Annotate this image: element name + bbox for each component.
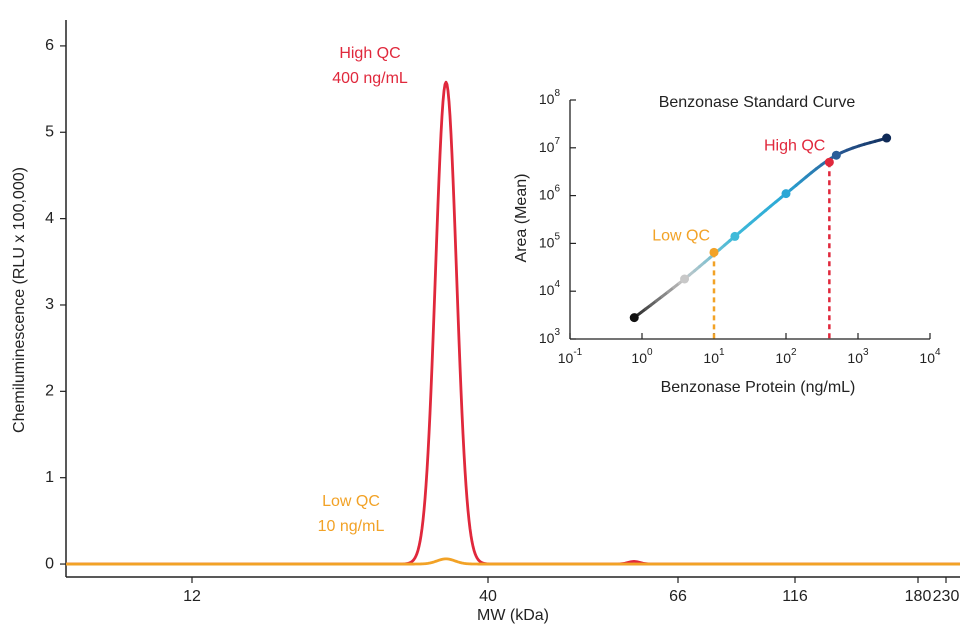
annotation-low-qc: Low QC <box>322 493 380 510</box>
inset-y-tick-label: 107 <box>539 135 561 154</box>
tick-exponent: 4 <box>935 347 941 358</box>
y-tick-label: 6 <box>45 37 54 54</box>
calibrator-point <box>831 150 841 160</box>
y-tick-label: 5 <box>45 123 54 140</box>
calibrator-point <box>882 133 892 143</box>
calibrator-point <box>629 313 639 323</box>
annotation-high-qc-conc: 400 ng/mL <box>332 70 408 87</box>
inset-y-tick-label: 106 <box>539 183 561 202</box>
qc-point <box>824 157 834 167</box>
tick-base: 10 <box>631 350 647 366</box>
series-low-qc-line <box>65 557 961 566</box>
inset-x-tick-label: 103 <box>847 347 869 366</box>
tick-exponent: 5 <box>554 231 560 242</box>
x-tick-label: 66 <box>669 588 687 605</box>
inset-y-tick-label: 104 <box>539 279 561 298</box>
inset-x-tick-label: 100 <box>631 347 653 366</box>
inset-background <box>508 88 948 406</box>
tick-base: 10 <box>539 139 555 155</box>
tick-base: 10 <box>558 350 574 366</box>
tick-base: 10 <box>539 91 555 107</box>
tick-exponent: 7 <box>554 135 560 146</box>
tick-exponent: 8 <box>554 88 560 99</box>
tick-base: 10 <box>539 330 555 346</box>
inset-x-tick-label: 101 <box>703 347 725 366</box>
tick-exponent: 0 <box>647 347 653 358</box>
qc-point <box>709 247 719 257</box>
inset-x-tick-label: 104 <box>919 347 941 366</box>
tick-base: 10 <box>539 282 555 298</box>
calibrator-point <box>730 231 740 241</box>
tick-base: 10 <box>775 350 791 366</box>
tick-exponent: 3 <box>863 347 869 358</box>
x-tick-label: 230 <box>933 588 960 605</box>
inset-y-tick-label: 105 <box>539 231 561 250</box>
annotation-low-qc-conc: 10 ng/mL <box>318 518 385 535</box>
qc-label: Low QC <box>652 228 710 245</box>
x-tick-label: 116 <box>782 588 808 605</box>
y-tick-label: 2 <box>45 383 54 400</box>
calibrator-point <box>680 274 690 284</box>
y-tick-label: 1 <box>45 469 54 486</box>
calibrator-point <box>781 189 791 199</box>
inset-x-tick-label: 102 <box>775 347 797 366</box>
tick-exponent: 1 <box>719 347 725 358</box>
inset-y-axis-label: Area (Mean) <box>513 174 530 263</box>
y-tick-label: 0 <box>45 555 54 572</box>
tick-base: 10 <box>847 350 863 366</box>
tick-base: 10 <box>919 350 935 366</box>
tick-base: 10 <box>703 350 719 366</box>
tick-base: 10 <box>539 234 555 250</box>
inset-y-tick-label: 103 <box>539 327 561 346</box>
tick-exponent: 2 <box>791 347 797 358</box>
y-tick-label: 3 <box>45 296 54 313</box>
annotation-high-qc: High QC <box>339 45 400 62</box>
x-axis-label: MW (kDa) <box>477 607 549 624</box>
inset-title: Benzonase Standard Curve <box>659 94 856 111</box>
x-tick-label: 12 <box>183 588 201 605</box>
tick-exponent: 3 <box>554 327 560 338</box>
tick-exponent: 4 <box>554 279 560 290</box>
x-tick-label: 40 <box>479 588 497 605</box>
tick-exponent: -1 <box>573 347 582 358</box>
tick-exponent: 6 <box>554 183 560 194</box>
y-axis-label: Chemiluminescence (RLU x 100,000) <box>11 167 28 433</box>
qc-label: High QC <box>764 137 825 154</box>
x-tick-label: 180 <box>905 588 932 605</box>
inset-y-tick-label: 108 <box>539 88 561 107</box>
inset-x-tick-label: 10-1 <box>558 347 583 366</box>
tick-base: 10 <box>539 186 555 202</box>
inset-x-axis-label: Benzonase Protein (ng/mL) <box>661 379 856 396</box>
y-tick-label: 4 <box>45 210 54 227</box>
